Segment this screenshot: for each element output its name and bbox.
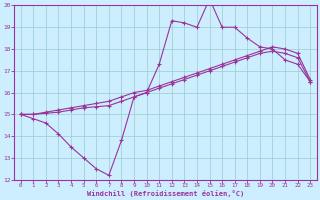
X-axis label: Windchill (Refroidissement éolien,°C): Windchill (Refroidissement éolien,°C) <box>87 190 244 197</box>
